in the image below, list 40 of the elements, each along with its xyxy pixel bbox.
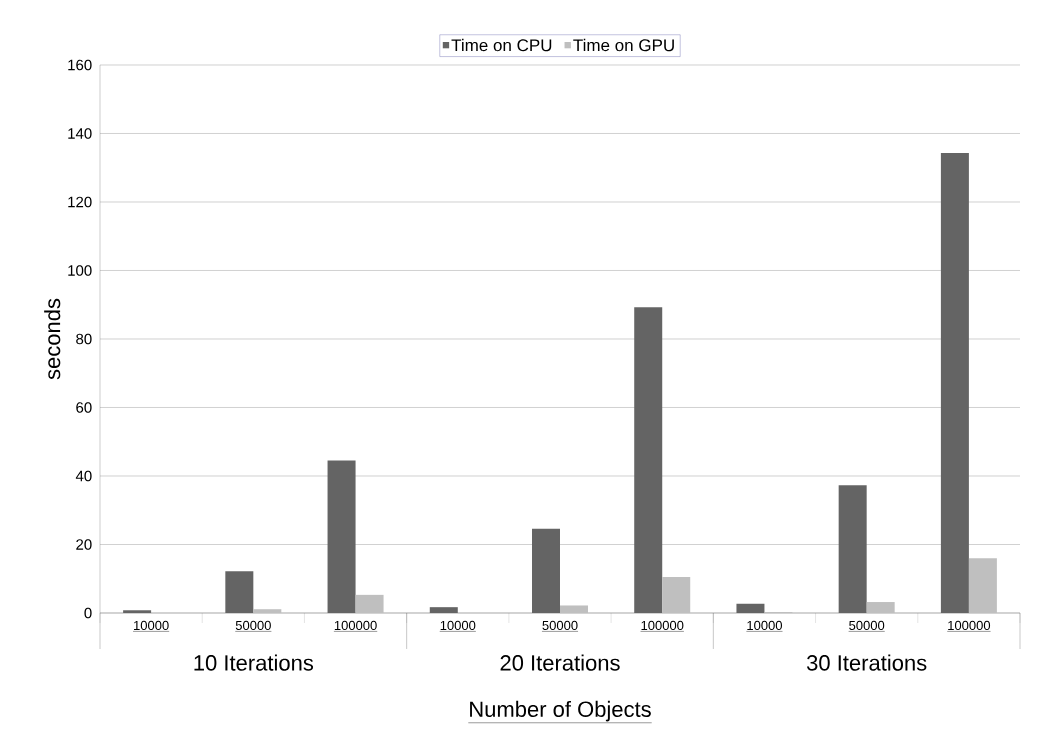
y-tick-label: 60: [76, 402, 92, 413]
bar: [662, 577, 691, 613]
bar: [429, 607, 458, 613]
bar: [355, 594, 384, 613]
x-tick-label: 50000: [235, 620, 271, 630]
x-tick-label: 10000: [440, 620, 476, 630]
x-axis-title: Number of Objects: [470, 700, 651, 722]
bar: [225, 571, 254, 613]
bar: [123, 610, 152, 613]
bar: [866, 602, 895, 613]
x-tick-label: 10000: [134, 620, 169, 630]
bar: [940, 153, 969, 613]
y-tick-label: 120: [68, 196, 92, 208]
y-axis-title: seconds: [44, 298, 61, 380]
y-tick-label: 20: [76, 539, 92, 550]
x-tick-label: 10000: [747, 620, 783, 630]
bar: [327, 460, 356, 613]
x-tick-label: 100000: [948, 620, 991, 630]
bar: [253, 609, 282, 613]
y-tick-label: 160: [68, 59, 92, 71]
bar: [532, 528, 560, 613]
y-tick-label: 40: [75, 470, 92, 482]
x-tick-label: 100000: [334, 620, 377, 630]
bar: [560, 605, 589, 613]
legend-label: Time on CPU: [451, 38, 552, 52]
bar: [838, 485, 867, 613]
legend-label: Time on GPU: [573, 38, 674, 52]
x-tick-label: 50000: [849, 620, 885, 630]
y-tick-label: 0: [84, 607, 92, 619]
y-tick-label: 80: [76, 333, 92, 345]
text: 10 Iterations: [194, 654, 314, 671]
bar: [968, 558, 997, 613]
y-tick-label: 140: [68, 128, 92, 139]
text: 30 Iterations: [806, 654, 927, 671]
bar: [634, 307, 663, 613]
x-tick-label: 50000: [542, 620, 578, 630]
text: 20 Iterations: [500, 654, 620, 671]
x-tick-label: 100000: [641, 620, 684, 630]
bar: [736, 603, 765, 613]
y-tick-label: 100: [68, 265, 92, 276]
